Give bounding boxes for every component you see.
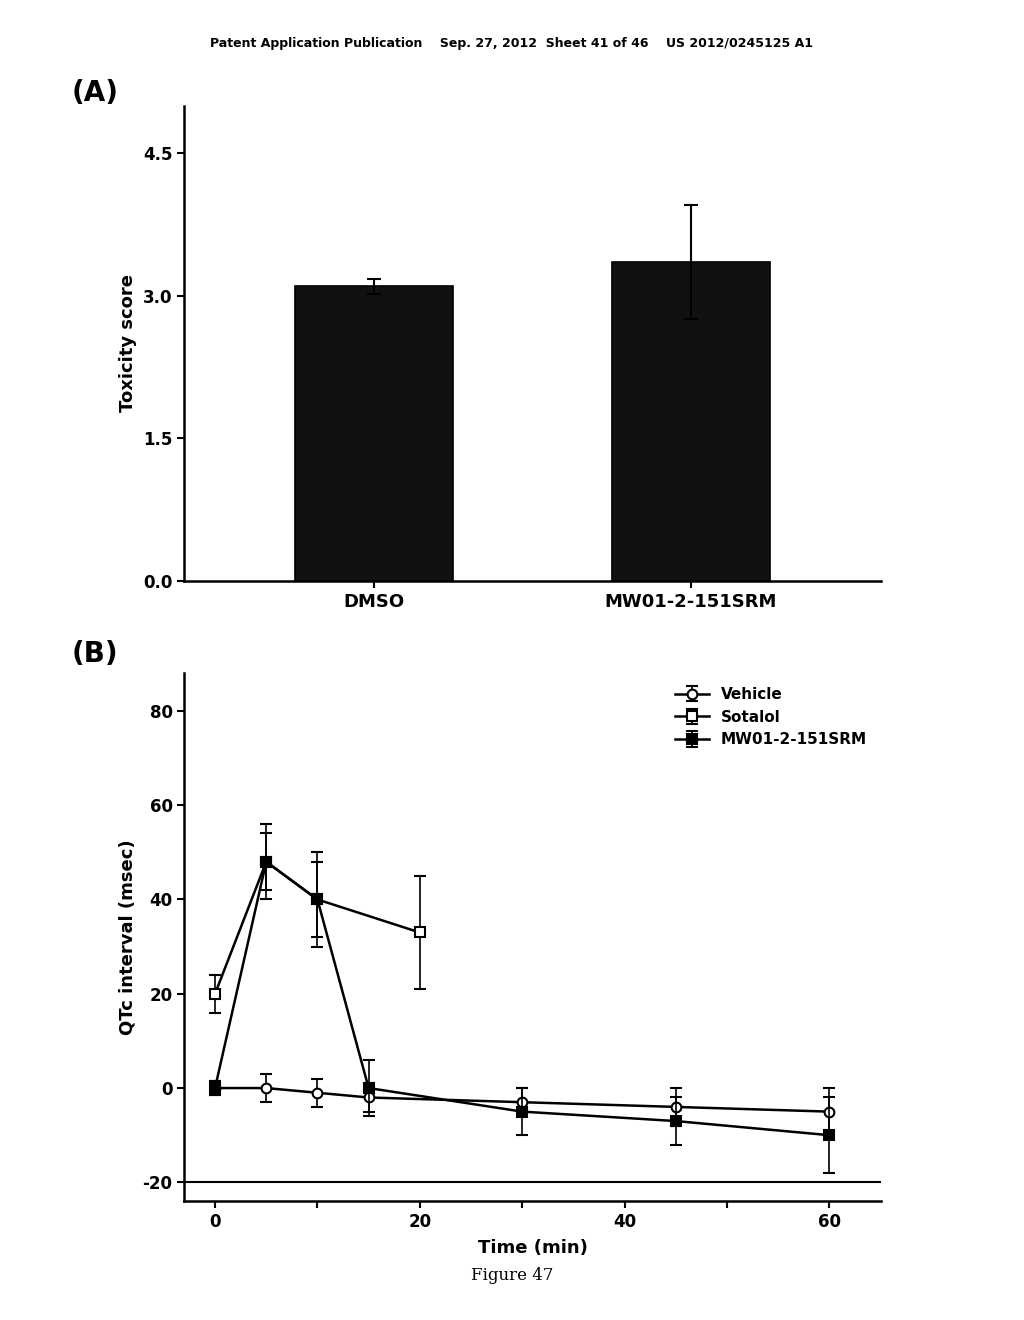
- Legend: Vehicle, Sotalol, MW01-2-151SRM: Vehicle, Sotalol, MW01-2-151SRM: [669, 681, 873, 754]
- Y-axis label: QTc interval (msec): QTc interval (msec): [119, 840, 137, 1035]
- Text: (B): (B): [72, 640, 119, 668]
- X-axis label: Time (min): Time (min): [477, 1239, 588, 1258]
- Y-axis label: Toxicity score: Toxicity score: [120, 275, 137, 412]
- Text: Patent Application Publication    Sep. 27, 2012  Sheet 41 of 46    US 2012/02451: Patent Application Publication Sep. 27, …: [211, 37, 813, 50]
- Text: Figure 47: Figure 47: [471, 1267, 553, 1284]
- Bar: [295, 286, 454, 581]
- Text: (A): (A): [72, 79, 119, 107]
- Bar: [611, 263, 770, 581]
